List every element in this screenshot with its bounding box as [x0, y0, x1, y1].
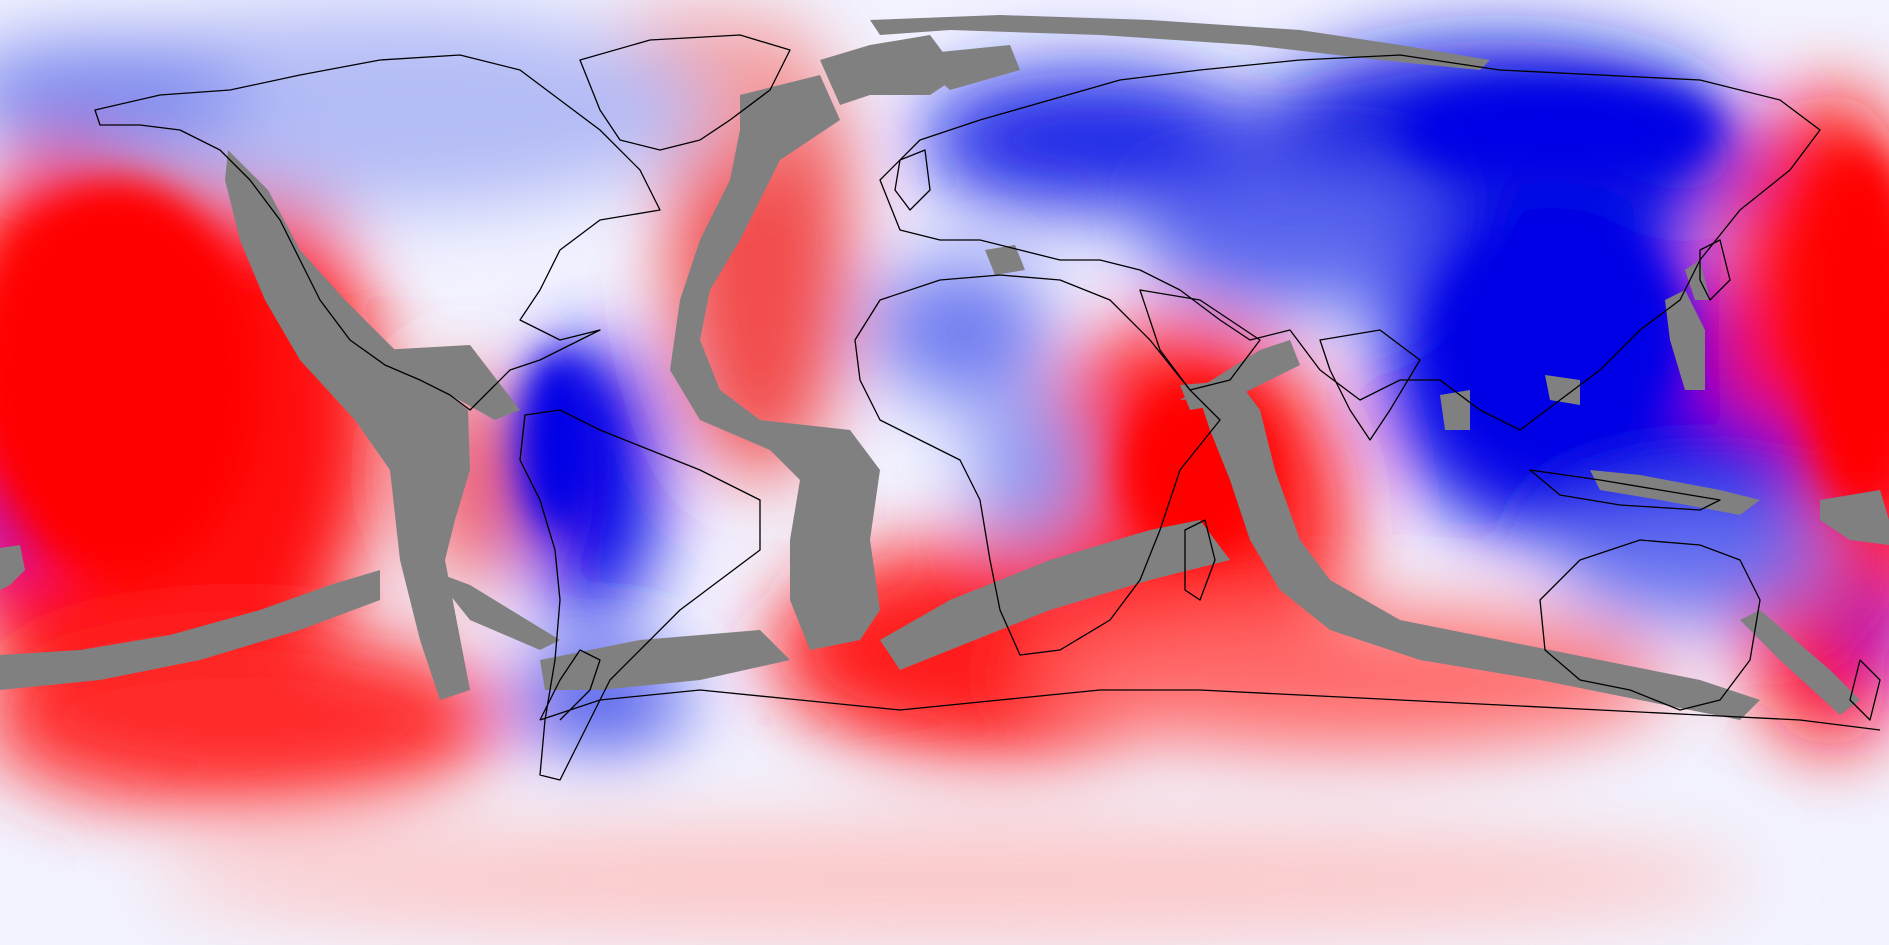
masked-band-tonga-fiji	[1820, 490, 1889, 545]
coastlines	[94, 34, 1881, 781]
blue-blob-australia	[1560, 500, 1840, 620]
coastline-antarctic-peninsula	[539, 649, 601, 721]
masked-band-southwest-indian	[880, 520, 1230, 670]
blue-core-east-asia	[1440, 220, 1680, 440]
masked-band-tonga-left	[0, 545, 25, 590]
blue-blob-scandinavia	[920, 70, 1260, 210]
red-core-pacific	[0, 180, 260, 580]
masked-band-svalbard	[910, 45, 1020, 90]
red-core-west-pacific	[1800, 150, 1889, 510]
masked-band-tyrrhenian	[985, 245, 1025, 275]
coastline-eurasia	[879, 54, 1821, 431]
masked-band-macquarie	[1740, 610, 1860, 715]
masked-band-chile-rise	[430, 570, 560, 650]
blue-blob-new-zealand	[1845, 590, 1889, 670]
coastline-antarctica	[539, 689, 1881, 731]
masked-band-philippines	[1665, 290, 1705, 390]
red-blob-pacific-south	[0, 630, 500, 810]
coastline-africa	[854, 274, 1221, 656]
coastline-arabia	[1139, 289, 1261, 391]
blue-blob-central-africa	[970, 390, 1090, 550]
coastline-india	[1319, 329, 1421, 441]
coastline-japan	[1699, 239, 1731, 301]
blue-core-siberia	[1400, 80, 1720, 180]
red-blob-antarctic	[150, 820, 1750, 940]
masked-band-central-indian	[1200, 370, 1760, 720]
coastline-madagascar	[1184, 519, 1216, 601]
coastline-north-america	[94, 54, 661, 411]
masked-band-andaman	[1440, 390, 1470, 430]
coastline-indonesia	[1529, 469, 1721, 511]
masked-band-pacific-south	[0, 570, 380, 690]
masked-band-arctic	[870, 15, 1490, 70]
blue-core-south-america	[520, 350, 600, 530]
masked-band-south-china-sea	[1545, 375, 1580, 405]
masked-band-japan-trench	[1685, 260, 1710, 300]
masked-band-iceland-ridge	[820, 35, 960, 105]
masked-band-east-pacific-rise	[225, 150, 470, 700]
anomaly-cores	[0, 80, 1889, 580]
coastline-new-zealand	[1849, 659, 1881, 721]
coastline-greenland	[579, 34, 791, 151]
coastline-british-isles	[894, 149, 931, 211]
blue-blob-central-asia	[1140, 170, 1460, 310]
coastline-australia	[1539, 539, 1761, 711]
masked-band-drake	[540, 630, 790, 690]
masked-band-mid-atlantic	[670, 75, 880, 650]
blue-blob-alaska	[0, 40, 250, 150]
masked-regions	[0, 15, 1889, 720]
coastline-south-america	[519, 409, 761, 781]
masked-band-galapagos	[380, 345, 520, 420]
blue-blob-sahara	[870, 260, 1050, 400]
